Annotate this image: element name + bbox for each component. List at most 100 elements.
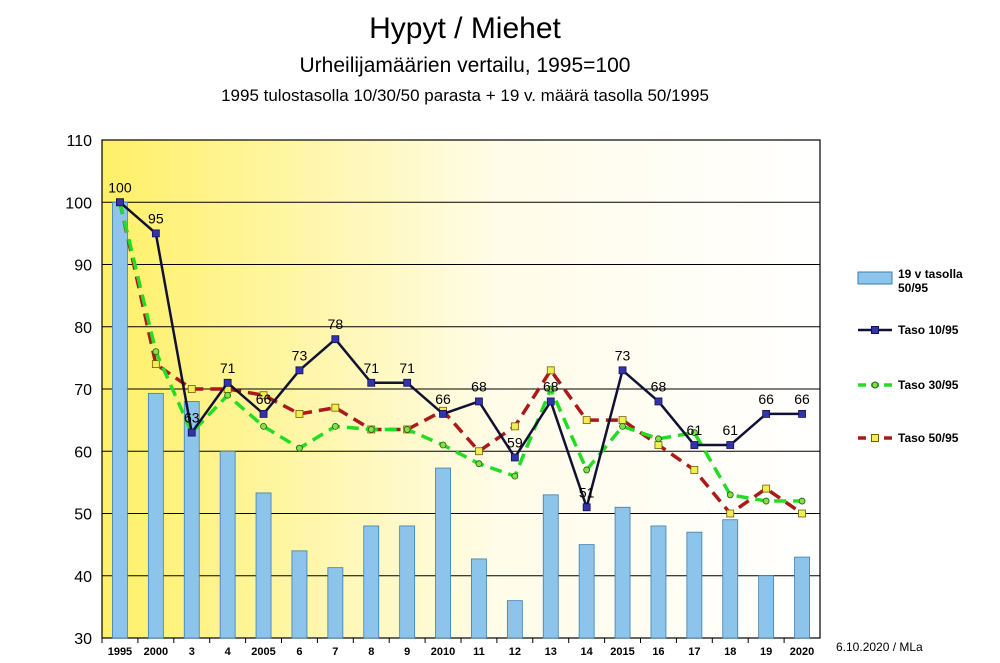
bar [183, 401, 200, 639]
data-point [295, 366, 304, 375]
data-point [655, 435, 662, 443]
bar [219, 450, 236, 639]
legend-label: Taso 30/95 [898, 378, 959, 392]
bar [255, 492, 272, 639]
data-point [403, 378, 412, 387]
data-point [762, 484, 771, 493]
data-label: 71 [399, 360, 415, 376]
x-tick-label: 2005 [251, 646, 275, 658]
data-point [690, 429, 698, 436]
data-point [690, 466, 699, 474]
bar [399, 525, 416, 639]
bar [291, 550, 308, 639]
legend-label: Taso 50/95 [898, 431, 959, 445]
footer-note: 6.10.2020 / MLa [836, 640, 923, 654]
data-point [511, 472, 519, 480]
data-point [331, 335, 340, 344]
legend-marker [871, 434, 879, 442]
data-point [510, 453, 519, 462]
data-point [762, 409, 771, 418]
data-point [654, 397, 663, 406]
data-label: 78 [328, 316, 344, 332]
data-point [367, 378, 376, 387]
data-point [475, 460, 483, 468]
data-point [439, 409, 447, 418]
data-point [582, 416, 591, 425]
data-label: 100 [108, 179, 132, 195]
data-point [726, 509, 735, 518]
x-tick-label: 11 [473, 646, 485, 658]
bar [435, 467, 451, 639]
data-label: 51 [579, 484, 595, 500]
data-point [151, 360, 160, 369]
data-point [116, 198, 124, 207]
data-label: 63 [184, 410, 200, 426]
x-tick-label: 12 [509, 646, 521, 658]
data-label: 68 [651, 378, 667, 394]
data-point [798, 409, 806, 418]
x-tick-label: 6 [296, 646, 302, 658]
series-line [119, 201, 803, 509]
bar [722, 519, 739, 639]
data-point [475, 447, 483, 456]
x-tick-label: 18 [724, 646, 736, 658]
data-point [152, 348, 160, 356]
data-label: 68 [471, 378, 487, 394]
y-tick-label: 80 [74, 320, 92, 337]
data-label: 73 [292, 347, 308, 363]
data-point [798, 497, 806, 505]
data-point [403, 426, 411, 433]
x-tick-label: 3 [189, 646, 195, 658]
data-point [618, 416, 627, 425]
y-tick-label: 60 [74, 444, 92, 461]
chart-subtitle: Urheilijamäärien vertailu, 1995=100 [299, 54, 631, 77]
data-point [690, 441, 699, 449]
data-label: 68 [543, 378, 559, 394]
bar [758, 575, 775, 639]
data-point [187, 385, 196, 393]
data-point [296, 444, 303, 452]
data-point [259, 409, 268, 418]
chart-subtitle-2: 1995 tulostasolla 10/30/50 parasta + 19 … [221, 86, 709, 105]
x-tick-label: 19 [760, 646, 772, 658]
x-tick-label: 2015 [610, 646, 634, 658]
bar [471, 558, 487, 639]
x-tick-label: 2010 [431, 646, 455, 658]
legend-swatch [857, 271, 893, 285]
data-label: 66 [435, 391, 451, 407]
series-line [118, 201, 804, 516]
x-tick-label: 2020 [790, 646, 814, 658]
data-point [762, 497, 770, 505]
x-tick-label: 16 [652, 646, 664, 658]
data-point [726, 441, 735, 449]
data-label: 95 [148, 210, 164, 226]
data-point [726, 491, 734, 499]
data-label: 66 [758, 391, 774, 407]
legend-marker [871, 381, 879, 389]
data-point [546, 397, 555, 406]
x-tick-label: 13 [545, 646, 557, 658]
series-line [118, 201, 803, 503]
bar [614, 506, 631, 639]
y-tick-label: 100 [65, 195, 92, 212]
x-tick-label: 7 [332, 646, 338, 658]
bar [506, 600, 523, 639]
y-tick-label: 40 [74, 569, 92, 586]
data-point [260, 422, 267, 430]
data-point [439, 441, 447, 449]
data-label: 71 [220, 360, 236, 376]
data-label: 61 [687, 422, 703, 438]
legend-label: 19 v tasolla [898, 267, 963, 281]
x-tick-label: 4 [225, 646, 232, 658]
y-tick-label: 30 [74, 631, 92, 648]
data-label: 66 [794, 391, 810, 407]
data-point [619, 422, 626, 430]
data-point [654, 441, 663, 449]
bar [363, 525, 380, 639]
y-tick-label: 50 [74, 507, 92, 524]
data-label: 59 [507, 434, 523, 450]
y-tick-label: 110 [66, 133, 92, 150]
legend-marker [871, 326, 879, 334]
x-tick-label: 14 [581, 646, 594, 658]
